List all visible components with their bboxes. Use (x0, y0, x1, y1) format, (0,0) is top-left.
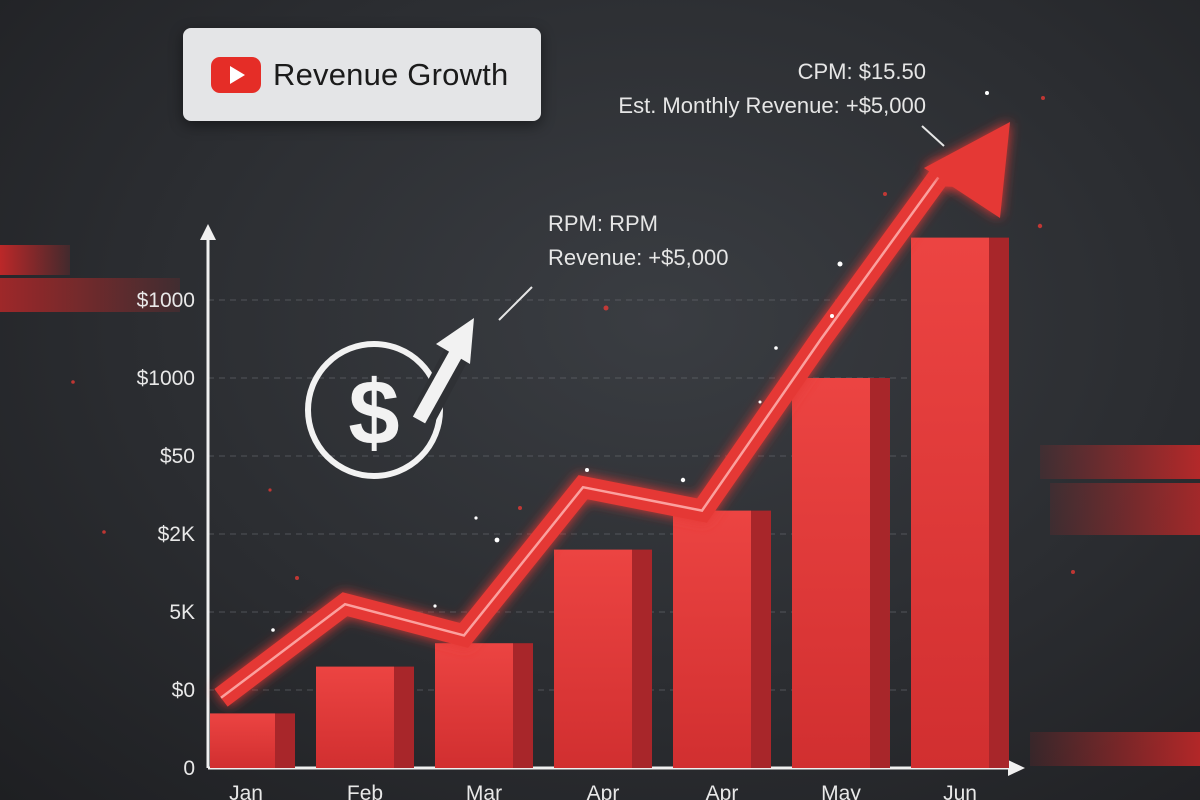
x-tick-label: Mar (466, 782, 502, 800)
bar-side (275, 713, 295, 768)
x-tick-label: May (821, 782, 861, 800)
x-axis-arrow (1008, 760, 1025, 776)
bar (316, 666, 394, 768)
bar-side (870, 378, 890, 768)
x-tick-label: Feb (347, 782, 383, 800)
bar-side (394, 666, 414, 768)
rpm-annotation: RPM: RPM Revenue: +$5,000 (548, 207, 728, 275)
y-tick-label: $1000 (137, 289, 195, 312)
cpm-text: CPM: $15.50 (797, 59, 926, 84)
x-tick-label: Jun (943, 782, 977, 800)
est-monthly-revenue-text: Est. Monthly Revenue: +$5,000 (618, 93, 926, 118)
revenue-text: Revenue: +$5,000 (548, 245, 729, 270)
bar-side (751, 510, 771, 768)
bar (210, 713, 275, 768)
bar (792, 378, 870, 768)
bar-side (989, 237, 1009, 769)
y-tick-label: $2K (158, 523, 195, 546)
decor-stripe-left-2 (0, 278, 180, 312)
rpm-leader-line (498, 286, 533, 321)
y-tick-label: $50 (160, 445, 195, 468)
decor-stripe-left (0, 245, 70, 275)
y-axis-arrow (200, 224, 216, 240)
decor-stripe-right (1040, 445, 1200, 479)
x-tick-label: Apr (587, 782, 620, 800)
decor-stripe-right-3 (1030, 732, 1200, 766)
chart-title: Revenue Growth (273, 56, 509, 92)
x-tick-label: Jan (229, 782, 263, 800)
bar-side (632, 549, 652, 768)
bar (435, 643, 513, 768)
decor-stripe-right-2 (1050, 483, 1200, 535)
x-tick-label: Apr (706, 782, 739, 800)
chart-title-card: Revenue Growth (183, 28, 541, 121)
y-tick-label: 5K (169, 601, 195, 624)
bar (911, 237, 989, 769)
bar (554, 549, 632, 768)
rpm-text: RPM: RPM (548, 211, 658, 236)
trend-arrow-highlight (220, 173, 961, 699)
y-tick-label: 0 (183, 757, 195, 780)
ember-dots (71, 96, 1075, 580)
trend-arrow-head (924, 122, 1010, 218)
svg-text:$: $ (348, 362, 399, 464)
sparkle-dots (271, 91, 989, 632)
cpm-annotation: CPM: $15.50 Est. Monthly Revenue: +$5,00… (618, 55, 926, 123)
dollar-growth-icon: $ (305, 318, 474, 479)
y-tick-label: $0 (172, 679, 195, 702)
y-tick-label: $1000 (137, 367, 195, 390)
cpm-leader-line (921, 125, 945, 147)
bar (673, 510, 751, 768)
bar-side (513, 643, 533, 768)
youtube-play-icon (211, 56, 261, 93)
